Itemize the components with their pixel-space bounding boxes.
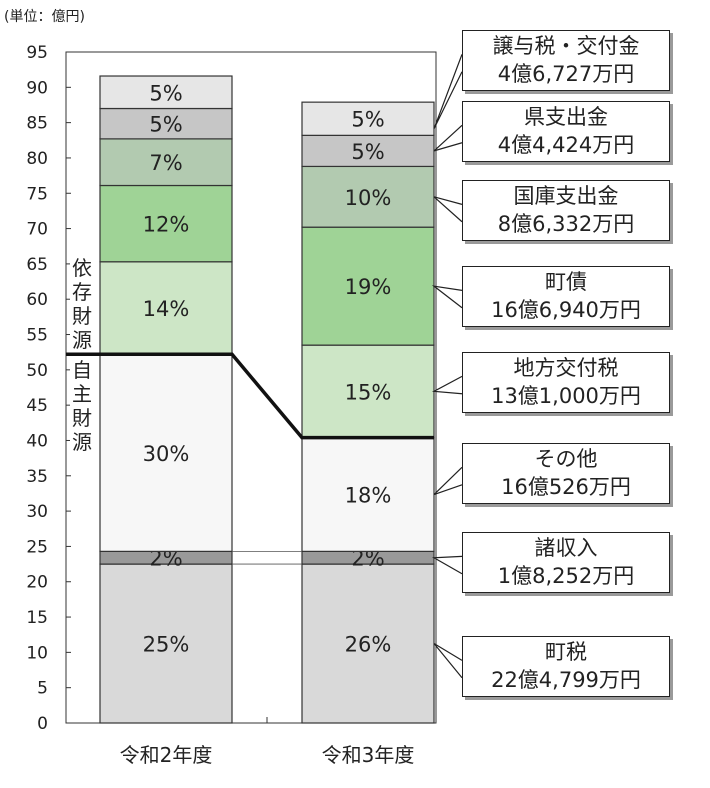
dependent-revenue-label: 依存財源 [70, 256, 94, 353]
y-tick-label: 25 [26, 537, 48, 557]
callout-local_alloc_tax: 地方交付税 13億1,000万円 [462, 352, 670, 413]
callout-town_tax: 町税 22億4,799万円 [462, 636, 670, 697]
bar-segment-national_treasury [99, 138, 233, 187]
segment-pct-label: 5% [149, 81, 182, 105]
callout-pointer [433, 196, 463, 223]
bar-segment-pref_disbursement [99, 107, 233, 140]
callout-amount: 4億4,424万円 [497, 133, 635, 157]
bar-segment-transfer_tax [301, 101, 435, 136]
segment-pct-label: 26% [345, 633, 392, 657]
segment-pct-label: 10% [345, 186, 392, 210]
y-tick-label: 80 [26, 149, 48, 169]
y-tick-label: 0 [37, 714, 48, 734]
segment-pct-label: 5% [351, 140, 384, 164]
y-tick-label: 5 [37, 679, 48, 699]
callout-pointer [431, 375, 463, 395]
segment-pct-label: 7% [149, 151, 182, 175]
segment-pct-label: 5% [351, 108, 384, 132]
segment-pct-label: 14% [143, 297, 190, 321]
segment-pct-label: 12% [143, 213, 190, 237]
segment-pct-label: 19% [345, 275, 392, 299]
y-tick-label: 65 [26, 255, 48, 275]
segment-pct-label: 30% [143, 442, 190, 466]
y-tick-label: 30 [26, 502, 48, 522]
y-tick-label: 85 [26, 114, 48, 134]
segment-pct-label: 18% [345, 484, 392, 508]
callout-misc_income: 諸収入 1億8,252万円 [462, 532, 670, 593]
y-tick-label: 10 [26, 643, 48, 663]
bar-segment-local_alloc_tax [99, 261, 233, 355]
callout-amount: 16億526万円 [501, 475, 631, 499]
bar-segment-town_bond [301, 226, 435, 346]
y-tick-label: 70 [26, 220, 48, 240]
bar-segment-transfer_tax [99, 75, 233, 110]
y-tick-label: 50 [26, 361, 48, 381]
callout-pointer [433, 54, 463, 130]
callout-title: 諸収入 [534, 536, 598, 560]
y-tick-label: 90 [26, 78, 48, 98]
segment-pct-label: 15% [345, 380, 392, 404]
callout-amount: 13億1,000万円 [491, 384, 641, 408]
callout-title: 譲与税・交付金 [492, 34, 640, 58]
bar-segment-other [301, 437, 435, 552]
callout-pointer [433, 124, 463, 152]
callout-title: 地方交付税 [513, 356, 619, 380]
callout-amount: 8億6,332万円 [497, 212, 635, 236]
callout-pref_disbursement: 県支出金 4億4,424万円 [462, 101, 670, 162]
callout-amount: 16億6,940万円 [491, 298, 641, 322]
callout-town_bond: 町債 16億6,940万円 [462, 266, 670, 327]
y-tick-label: 40 [26, 431, 48, 451]
callout-title: 町税 [545, 640, 587, 664]
segment-pct-label: 5% [149, 113, 182, 137]
y-tick-label: 60 [26, 290, 48, 310]
bar-segment-national_treasury [301, 165, 435, 228]
callout-pointer [431, 555, 463, 575]
callout-transfer_tax: 譲与税・交付金 4億6,727万円 [462, 30, 670, 91]
y-tick-label: 15 [26, 608, 48, 628]
callout-title: 町債 [545, 270, 587, 294]
independent-revenue-label: 自主財源 [70, 358, 94, 455]
y-tick-label: 45 [26, 396, 48, 416]
callout-amount: 1億8,252万円 [497, 564, 635, 588]
y-tick-label: 35 [26, 467, 48, 487]
y-tick-label: 75 [26, 184, 48, 204]
callout-amount: 22億4,799万円 [491, 668, 641, 692]
callout-pointer [433, 643, 463, 679]
y-tick-label: 95 [26, 43, 48, 63]
callout-pointer [433, 466, 463, 496]
y-tick-label: 55 [26, 326, 48, 346]
callout-title: 国庫支出金 [513, 184, 619, 208]
callout-amount: 4億6,727万円 [497, 62, 635, 86]
unit-label: (単位：億円) [4, 9, 85, 25]
x-category-label: 令和2年度 [120, 743, 213, 767]
segment-pct-label: 25% [143, 633, 190, 657]
callout-pointer [431, 285, 463, 309]
revenue-boundary-line [66, 352, 434, 440]
plot-frame [65, 51, 437, 724]
callout-national_treasury: 国庫支出金 8億6,332万円 [462, 180, 670, 241]
callout-title: 県支出金 [524, 105, 608, 129]
bar-segment-town_tax [301, 563, 435, 724]
bar-segment-town_tax [99, 563, 233, 724]
x-category-label: 令和3年度 [322, 743, 415, 767]
callout-title: その他 [534, 447, 598, 471]
bar-segment-town_bond [99, 184, 233, 263]
y-tick-label: 20 [26, 573, 48, 593]
callout-other: その他 16億526万円 [462, 443, 670, 504]
